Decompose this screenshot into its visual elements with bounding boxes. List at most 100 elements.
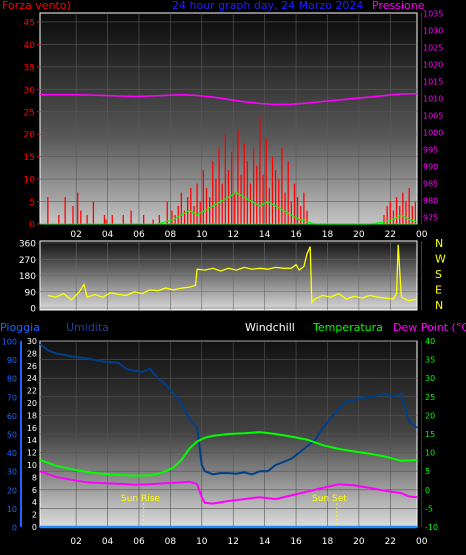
- wind-y-tick-label: 20: [24, 131, 36, 141]
- sun-rise-label: Sun Rise: [121, 494, 160, 504]
- humidity-y-tick-label: 18: [27, 411, 37, 420]
- pressure-line: [40, 92, 418, 106]
- rain-y-tick-label: 100: [2, 338, 17, 347]
- wind-y-tick-label: 5: [29, 198, 35, 208]
- pioggia-label: Pioggia: [0, 321, 40, 334]
- wind-x-tick-label: 20: [353, 230, 365, 240]
- wind-pressure-panel: Forza vento) 24 hour graph day, 24 Marzo…: [2, 0, 443, 240]
- humidity-y-tick-label: 2: [32, 511, 37, 520]
- wind-x-tick-label: 10: [196, 230, 208, 240]
- direction-y-tick-label: 90: [25, 288, 37, 298]
- temperature-y-tick-label: 0: [425, 486, 430, 495]
- temp-x-tick-label: 04: [102, 537, 114, 547]
- temperature-y-tick-label: 30: [425, 374, 435, 383]
- wind-x-tick-label: 18: [322, 230, 334, 240]
- humidity-y-tick-label: 16: [27, 424, 37, 433]
- direction-y-tick-label: 180: [19, 272, 36, 282]
- temp-x-tick-label: 16: [290, 537, 302, 547]
- sun-set-label: Sun Set: [312, 494, 347, 504]
- pressure-y-ticks: 975 980 985 990 995 1000 1005 1010 1015 1020 1025 1…: [423, 10, 443, 223]
- humidity-y-tick-label: 4: [32, 498, 37, 507]
- wind-x-tick-label: 14: [259, 230, 271, 240]
- temp-x-tick-label: 08: [165, 537, 177, 547]
- pressure-y-tick-label: 1030: [423, 27, 443, 36]
- direction-y-tick-label: 0: [30, 305, 36, 315]
- rain-y-tick-label: 0: [12, 524, 17, 533]
- rain-y-tick-label: 20: [7, 486, 17, 495]
- pressure-y-tick-label: 1025: [423, 44, 443, 53]
- pressure-y-tick-label: 995: [423, 146, 438, 155]
- direction-y-tick-label: 270: [19, 256, 36, 266]
- temp-x-tick-label: 20: [353, 537, 365, 547]
- direction-y-ticks: 0 90 180 270 360: [19, 240, 36, 315]
- pressure-y-tick-label: 1020: [423, 61, 443, 70]
- pressure-y-tick-label: 1000: [423, 129, 443, 138]
- wind-x-tick-label: 22: [385, 230, 396, 240]
- wind-average-line: [157, 191, 418, 225]
- pressure-axis-title: Pressione: [372, 0, 425, 12]
- rain-y-tick-label: 80: [7, 375, 17, 384]
- compass-label: N: [435, 237, 443, 250]
- wind-y-tick-label: 0: [29, 221, 35, 231]
- humidity-y-tick-label: 24: [27, 374, 37, 383]
- wind-x-tick-label: 06: [133, 230, 145, 240]
- temp-x-tick-label: 14: [259, 537, 271, 547]
- temperature-y-tick-label: 40: [425, 337, 435, 346]
- direction-series: [47, 244, 418, 305]
- temperature-y-tick-label: 20: [425, 411, 435, 420]
- wind-y-tick-label: 10: [24, 176, 36, 186]
- wind-series: [40, 92, 418, 225]
- wind-y-ticks: 0 5 10 15 20 25 30 35 40 45: [24, 18, 40, 231]
- umidita-label: Umidita: [66, 321, 109, 334]
- humidity-y-tick-label: 6: [32, 486, 37, 495]
- temperature-y-tick-label: 25: [425, 393, 435, 402]
- temperature-y-tick-label: -5: [425, 504, 433, 513]
- rain-y-ticks: 0 10 20 30 40 50 60 70 80 90 100: [2, 338, 22, 533]
- humidity-y-tick-label: 10: [27, 461, 37, 470]
- pressure-y-tick-label: 1035: [423, 10, 443, 19]
- humidity-y-tick-label: 14: [27, 436, 37, 445]
- wind-axis-title: Forza vento): [2, 0, 71, 12]
- compass-label: S: [435, 268, 442, 281]
- humidity-y-tick-label: 28: [27, 349, 37, 358]
- humidity-y-tick-label: 30: [27, 337, 37, 346]
- dewpoint-line: [39, 470, 418, 505]
- wind-y-tick-label: 45: [24, 18, 35, 28]
- rain-y-tick-label: 70: [7, 393, 17, 402]
- compass-label: W: [435, 253, 446, 266]
- wind-x-tick-label: 16: [290, 230, 302, 240]
- temp-x-tick-label: 18: [322, 537, 334, 547]
- wind-y-tick-label: 40: [24, 41, 36, 51]
- humidity-y-tick-label: 12: [27, 449, 37, 458]
- windchill-label: Windchill: [245, 321, 295, 334]
- compass-label: E: [435, 284, 442, 297]
- rain-y-tick-label: 60: [7, 412, 17, 421]
- temp-x-ticks: 02 04 06 08 10 12 14 16 18 20 22 00: [70, 537, 427, 547]
- pressure-y-tick-label: 985: [423, 180, 438, 189]
- pressure-y-tick-label: 980: [423, 197, 438, 206]
- wind-y-tick-label: 30: [24, 86, 36, 96]
- rain-y-tick-label: 30: [7, 468, 17, 477]
- wind-y-tick-label: 15: [24, 153, 35, 163]
- temperature-line: [39, 431, 418, 477]
- temp-x-tick-label: 22: [385, 537, 396, 547]
- wind-x-tick-label: 04: [102, 230, 114, 240]
- wind-x-tick-label: 02: [70, 230, 81, 240]
- humidity-y-tick-label: 8: [32, 473, 37, 482]
- dewpoint-label: Dew Point (°C): [393, 321, 466, 334]
- temp-x-tick-label: 02: [70, 537, 81, 547]
- wind-x-ticks: 02 04 06 08 10 12 14 16 18 20 22 00: [70, 230, 427, 240]
- compass-label: N: [435, 299, 443, 312]
- temperatura-label: Temperatura: [312, 321, 383, 334]
- temperature-y-tick-label: 15: [425, 430, 435, 439]
- wind-x-tick-label: 00: [416, 230, 428, 240]
- humidity-y-tick-label: 26: [27, 362, 37, 371]
- graph-title: 24 hour graph day, 24 Marzo 2024: [172, 0, 363, 12]
- pressure-y-tick-label: 1010: [423, 95, 443, 104]
- temp-x-tick-label: 00: [416, 537, 428, 547]
- rain-y-tick-label: 10: [7, 505, 17, 514]
